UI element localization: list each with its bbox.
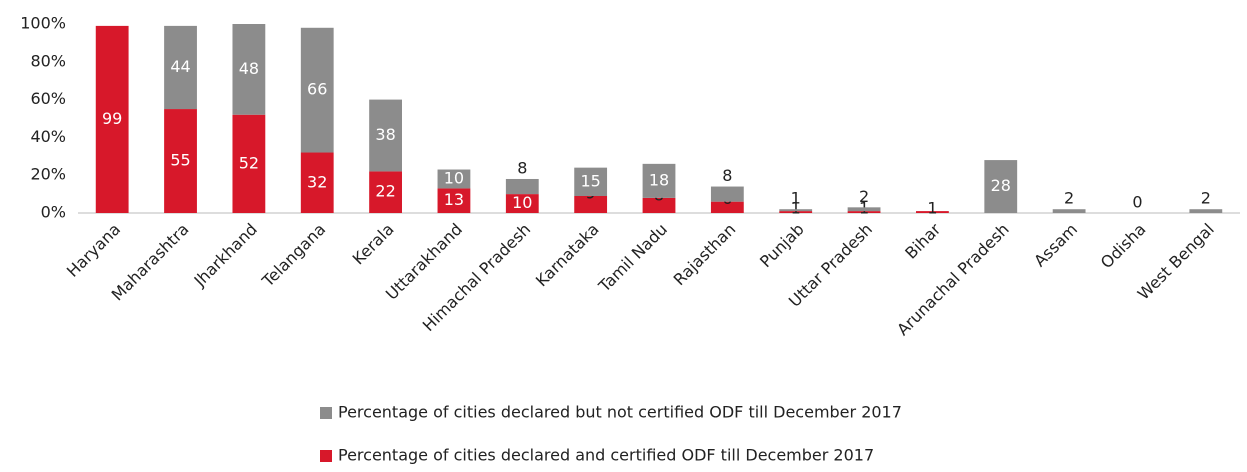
bar-segment xyxy=(779,211,813,213)
y-tick-label: 60% xyxy=(30,89,66,108)
value-label: 2 xyxy=(859,187,869,206)
bar-segment xyxy=(505,194,539,213)
value-label: 55 xyxy=(170,151,190,170)
x-tick-label: Telangana xyxy=(258,220,330,292)
legend-swatch xyxy=(320,450,332,462)
value-label: 22 xyxy=(375,182,395,201)
value-label: 1 xyxy=(927,199,937,218)
bar-segment xyxy=(642,197,676,213)
value-label: 10 xyxy=(444,168,464,187)
bar-segment xyxy=(574,167,608,196)
value-label: 13 xyxy=(444,190,464,209)
x-tick-label: Tamil Nadu xyxy=(594,220,671,297)
value-label: 8 xyxy=(517,158,527,177)
legend-label: Percentage of cities declared and certif… xyxy=(338,446,874,465)
y-tick-label: 100% xyxy=(20,14,66,33)
value-label: 15 xyxy=(580,171,600,190)
bar-segment xyxy=(1052,209,1086,213)
bar-segment xyxy=(847,211,881,213)
bar-segment xyxy=(232,24,266,115)
bar-segment xyxy=(642,163,676,198)
bar-segment xyxy=(505,178,539,195)
bar-segment xyxy=(574,195,608,213)
bar-segment xyxy=(847,207,881,212)
bar-segment xyxy=(300,152,334,213)
x-tick-label: Karnataka xyxy=(532,220,603,291)
y-tick-label: 40% xyxy=(30,127,66,146)
x-tick-label: Assam xyxy=(1030,220,1081,271)
y-tick-label: 20% xyxy=(30,165,66,184)
legend-swatch xyxy=(320,407,332,419)
x-tick-label: Rajasthan xyxy=(670,220,740,290)
x-tick-label: Jharkhand xyxy=(190,220,261,291)
value-label: 1 xyxy=(791,199,801,218)
bar-segment xyxy=(437,188,471,213)
value-label: 28 xyxy=(991,176,1011,195)
value-label: 1 xyxy=(791,189,801,208)
legend-label: Percentage of cities declared but not ce… xyxy=(338,403,902,422)
x-tick-label: Bihar xyxy=(901,219,944,262)
value-label: 8 xyxy=(722,166,732,185)
bar-segment xyxy=(164,25,197,110)
value-label: 48 xyxy=(239,59,259,78)
value-label: 99 xyxy=(102,109,122,128)
value-label: 52 xyxy=(239,153,259,172)
bar-segment xyxy=(300,27,334,153)
value-label: 10 xyxy=(512,193,532,212)
value-label: 18 xyxy=(649,170,669,189)
bar-segment xyxy=(164,109,197,213)
bar-segment xyxy=(1189,209,1223,213)
bar-segment xyxy=(916,211,949,213)
x-tick-label: Arunachal Pradesh xyxy=(893,220,1013,340)
y-tick-label: 0% xyxy=(41,203,66,222)
bar-segment xyxy=(710,201,744,213)
bar-segment xyxy=(437,169,471,189)
value-label: 38 xyxy=(375,125,395,144)
value-label: 44 xyxy=(170,57,190,76)
y-tick-label: 80% xyxy=(30,51,66,70)
value-label: 32 xyxy=(307,172,327,191)
value-label: 0 xyxy=(1132,193,1142,212)
x-tick-label: Haryana xyxy=(63,220,124,281)
x-tick-label: Odisha xyxy=(1097,220,1150,273)
bar-segment xyxy=(779,209,813,212)
x-tick-label: Kerala xyxy=(349,220,398,269)
bar-segment xyxy=(369,99,402,172)
x-tick-label: Punjab xyxy=(756,220,808,272)
bar-segment xyxy=(984,160,1018,213)
bar-segment xyxy=(710,186,744,202)
bar-segment xyxy=(232,114,266,213)
bar-segment xyxy=(369,171,402,213)
bar-segment xyxy=(95,25,129,213)
value-label: 66 xyxy=(307,80,327,99)
value-label: 2 xyxy=(1201,189,1211,208)
value-label: 2 xyxy=(1064,189,1074,208)
